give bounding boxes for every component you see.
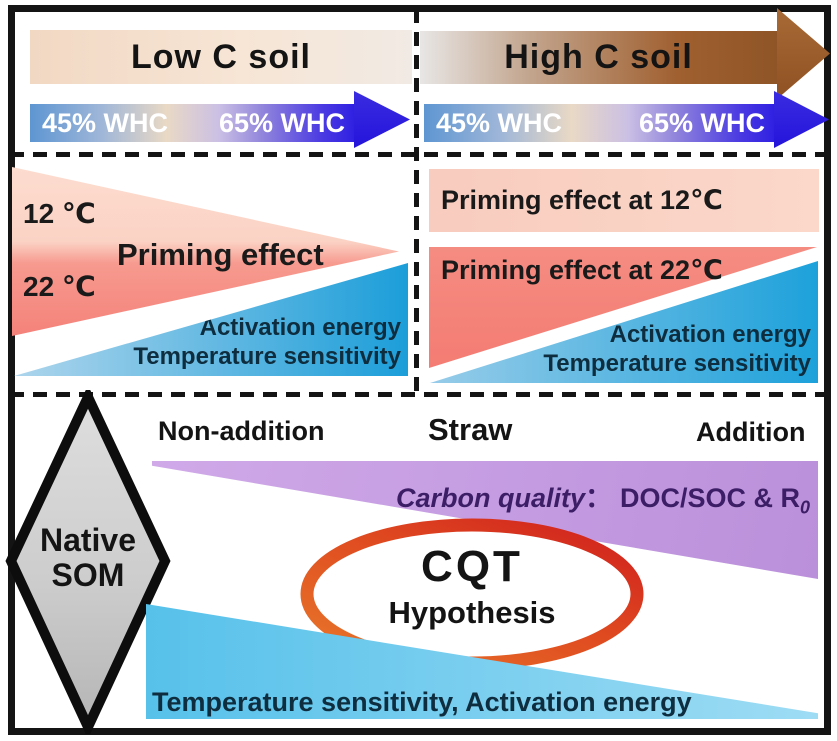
carbon-quality-value: DOC/SOC & R bbox=[619, 483, 800, 513]
activation-text-right: Activation energy Temperature sensitivit… bbox=[543, 321, 811, 379]
dashed-divider-middle bbox=[10, 392, 828, 397]
low-c-soil-label: Low C soil bbox=[131, 37, 311, 76]
native-label-line2: SOM bbox=[51, 557, 125, 594]
low-c-soil-bar: Low C soil bbox=[30, 30, 412, 84]
priming-12-label: Priming effect at 12℃ bbox=[441, 185, 723, 215]
carbon-quality-line: Carbon quality： DOC/SOC & R0 bbox=[396, 476, 810, 518]
dashed-divider-vertical bbox=[414, 9, 419, 393]
temp-12-label: 12 ℃ bbox=[23, 198, 96, 229]
carbon-quality-colon: ： bbox=[584, 483, 612, 513]
native-som-label: Native SOM bbox=[23, 522, 153, 594]
non-addition-label: Non-addition bbox=[158, 416, 325, 446]
whc-65-label-right: 65% WHC bbox=[638, 107, 765, 138]
whc-45-label-left: 45% WHC bbox=[42, 107, 169, 138]
whc-arrow-left: 45% WHC 65% WHC bbox=[30, 104, 355, 142]
temperature-sensitivity-label-left: Temperature sensitivity bbox=[133, 343, 401, 371]
temperature-sensitivity-label-right: Temperature sensitivity bbox=[543, 350, 811, 378]
priming-effect-label: Priming effect bbox=[117, 237, 324, 272]
figure-border bbox=[8, 5, 831, 735]
priming-22-label: Priming effect at 22℃ bbox=[441, 255, 723, 285]
carbon-quality-subscript: 0 bbox=[799, 497, 810, 518]
activation-energy-label-left: Activation energy bbox=[199, 314, 401, 342]
activation-energy-label-right: Activation energy bbox=[609, 321, 811, 349]
temp-22-label: 22 ℃ bbox=[23, 271, 96, 302]
native-som-diamond bbox=[5, 390, 171, 734]
temp-act-label: Temperature sensitivity, Activation ener… bbox=[152, 687, 692, 717]
activation-text-left: Activation energy Temperature sensitivit… bbox=[133, 314, 401, 372]
addition-label: Addition bbox=[696, 417, 806, 447]
high-c-soil-label: High C soil bbox=[504, 38, 693, 76]
high-c-soil-bar: High C soil bbox=[420, 31, 777, 84]
whc-arrow-right: 45% WHC 65% WHC bbox=[424, 104, 775, 142]
whc-45-label-right: 45% WHC bbox=[436, 107, 563, 138]
whc-65-label-left: 65% WHC bbox=[218, 107, 345, 138]
cqt-label: CQT bbox=[421, 542, 523, 591]
hypothesis-label: Hypothesis bbox=[388, 595, 556, 630]
priming-12-bar: Priming effect at 12℃ bbox=[429, 169, 819, 232]
dashed-divider-top bbox=[10, 152, 828, 157]
carbon-quality-label: Carbon quality bbox=[395, 483, 585, 513]
straw-label: Straw bbox=[428, 412, 513, 447]
native-label-line1: Native bbox=[39, 522, 137, 558]
